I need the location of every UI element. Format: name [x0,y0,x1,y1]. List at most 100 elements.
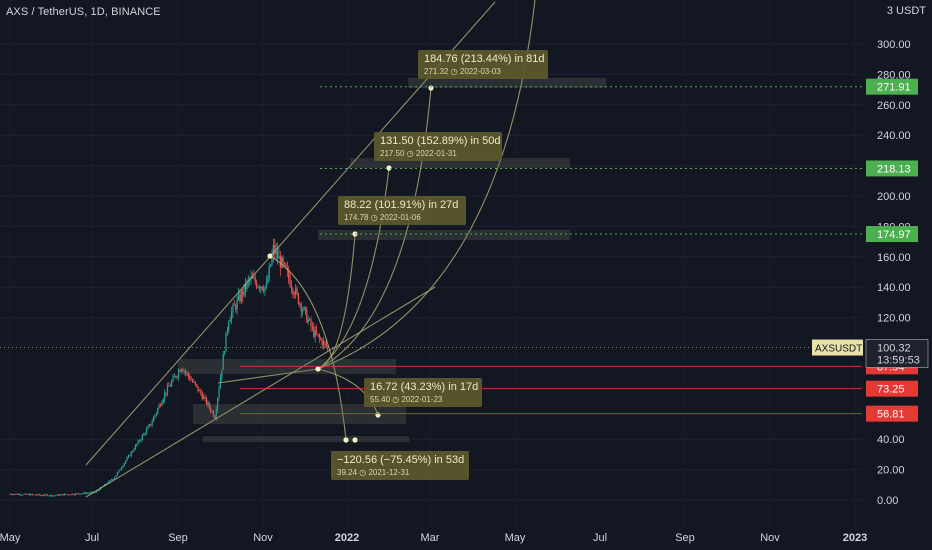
trendline-lower[interactable] [85,286,436,498]
candle [282,255,284,269]
candle [307,315,309,326]
candle [52,495,54,498]
candle [260,285,262,294]
candle-body [299,303,301,305]
candle [12,493,14,496]
anchor-point[interactable] [315,366,321,372]
y-tick-label: 260.00 [877,100,911,112]
candle [324,340,326,348]
projection-callout[interactable]: 16.72 (43.23%) in 17d 55.40 ◷ 2022-01-23 [364,378,482,407]
anchor-point[interactable] [352,437,358,443]
candle [264,285,266,296]
candle-body [172,376,174,382]
candle-body [279,256,281,268]
candle [17,493,19,495]
callout-box[interactable] [338,196,466,225]
candle-body [182,369,184,372]
candle [23,493,25,495]
candle [47,494,49,497]
price-tag-bg [866,380,918,397]
candle-body [308,319,311,321]
candle [239,289,241,304]
anchor-point[interactable] [343,437,349,443]
callout-change: 131.50 (152.89%) in 50d [380,135,500,147]
callout-box[interactable] [418,50,548,79]
candle-body [145,429,148,434]
candle [171,379,173,388]
candle [35,494,38,496]
candle [180,368,182,374]
candle-body [325,343,327,347]
candle-body [293,293,295,296]
candle-body [207,402,209,405]
price-zone-box[interactable] [350,158,570,168]
candle-body [229,319,231,322]
candle-body [240,291,242,302]
candle [49,494,52,497]
currency-label[interactable]: 3 USDT [886,5,926,17]
candle-body [28,494,31,496]
candle-body [70,493,72,495]
price-zone-box[interactable] [203,436,409,442]
candle-body [187,372,189,377]
candle [151,418,153,428]
projection-callout[interactable]: 184.76 (213.44%) in 81d 271.32 ◷ 2022-03-… [418,50,548,79]
projection-callout[interactable]: −120.56 (−75.45%) in 53d 39.24 ◷ 2021-12-… [331,451,469,480]
candle [176,375,178,380]
callout-box[interactable] [331,451,469,480]
candle-body [34,494,36,496]
x-tick-label: May [505,532,526,544]
anchor-point[interactable] [386,165,392,171]
candle [292,287,294,299]
candle [187,371,189,380]
projection-callout[interactable]: 88.22 (101.91%) in 27d 174.78 ◷ 2022-01-0… [338,196,466,225]
candle-body [180,369,182,372]
candle-body [236,299,238,310]
price-zone-box[interactable] [408,78,606,88]
candle-body [205,397,208,405]
anchor-point[interactable] [428,85,434,91]
candle [172,374,174,382]
callout-box[interactable] [364,378,482,407]
price-tag-label: 174.97 [877,229,911,241]
candle-body [62,494,64,496]
trendline-upper[interactable] [85,1,496,466]
y-tick-label: 120.00 [877,313,911,325]
candle-body [310,319,312,327]
anchor-point[interactable] [267,253,273,259]
candle-body [95,490,97,493]
candle-body [21,494,24,496]
trendline-short[interactable] [217,368,319,384]
projection-arc[interactable] [269,255,347,441]
candle-body [132,451,134,452]
candle-body [56,494,58,496]
projection-arc[interactable] [317,368,379,416]
candle [59,493,61,496]
candle [300,302,302,318]
x-tick-label: Nov [760,532,780,544]
projection-callout[interactable]: 131.50 (152.89%) in 50d 217.50 ◷ 2022-01-… [374,132,502,161]
candle [175,375,177,379]
x-tick-label: 2022 [335,532,359,544]
callout-target: 217.50 ◷ 2022-01-31 [380,149,457,158]
callout-box[interactable] [374,132,502,161]
candle-body [183,370,185,372]
candle [194,381,196,387]
time-axis[interactable]: May Jul Sep Nov 2022 Mar May Jul Sep Nov 2023 [0,528,932,550]
candle [127,454,130,459]
candle-body [140,439,142,441]
candle [28,493,31,496]
candle-body [239,294,241,302]
candle-body [261,286,263,290]
candle [193,378,195,383]
candle-body [104,484,106,486]
candle [254,274,256,286]
candle [40,494,42,496]
price-zone-box[interactable] [318,230,570,240]
candle-body [176,376,178,378]
price-axis[interactable]: 300.00280.00260.00240.00220.00200.00180.… [812,0,932,528]
candle [257,285,259,289]
candle [70,493,72,496]
